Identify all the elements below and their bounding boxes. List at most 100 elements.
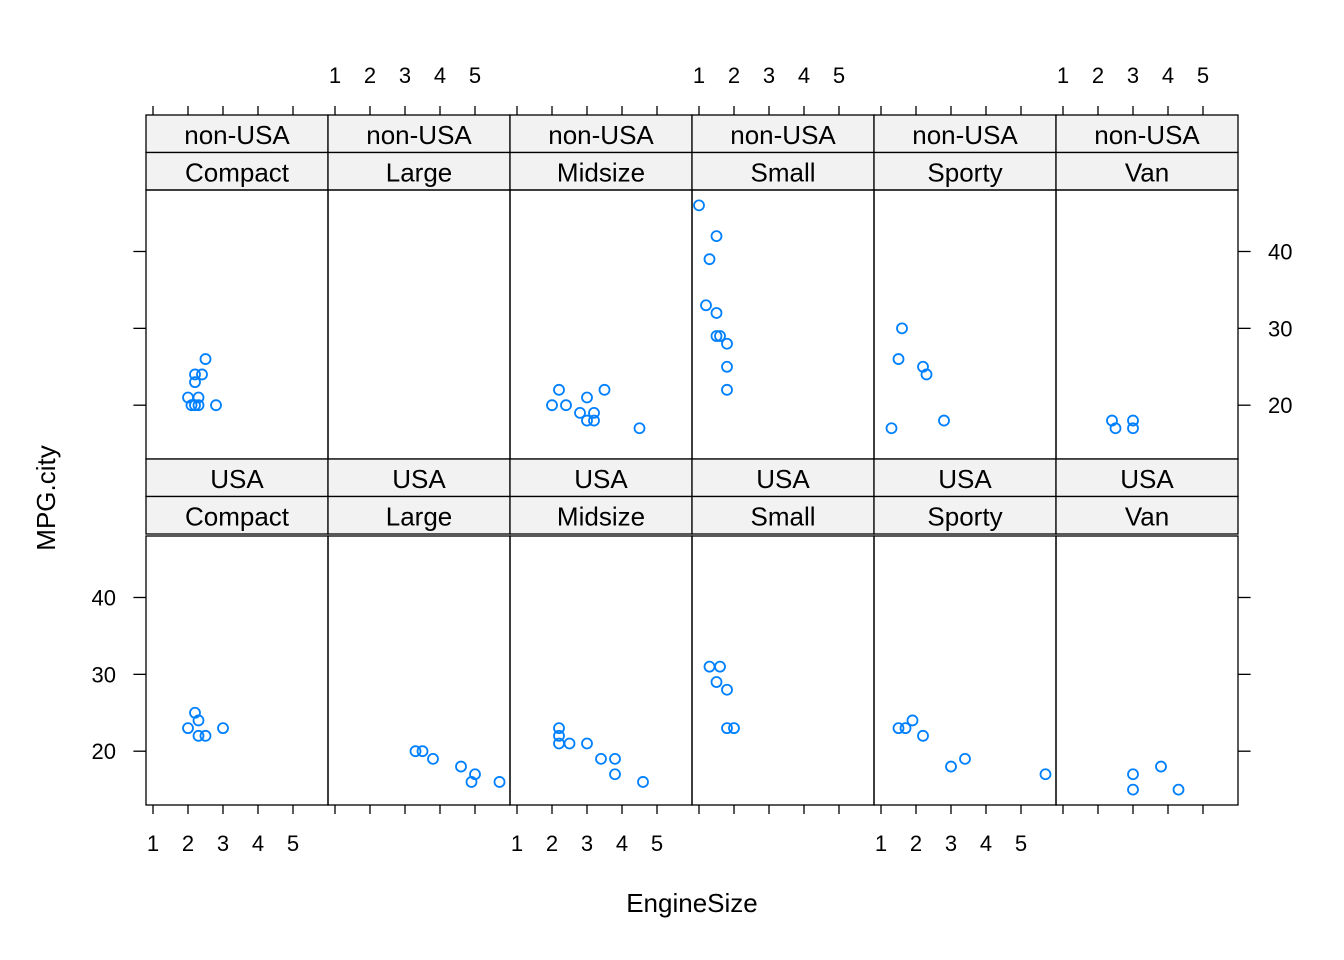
data-point — [906, 714, 919, 727]
strip-type-label: Large — [386, 502, 453, 532]
x-tick-label: 3 — [945, 831, 957, 856]
x-tick-label: 3 — [581, 831, 593, 856]
panel-non-usa-van: non-USA Van — [1055, 114, 1239, 460]
data-point — [469, 768, 481, 781]
x-tick-label: 4 — [1162, 63, 1174, 88]
x-tick-label: 2 — [182, 831, 194, 856]
data-point — [721, 337, 733, 350]
data-point — [427, 752, 439, 765]
data-point — [595, 752, 607, 765]
data-point — [1172, 783, 1185, 796]
strip-origin-label: non-USA — [730, 120, 836, 150]
y-tick-label: 40 — [92, 585, 116, 610]
data-point — [892, 353, 905, 365]
data-point — [693, 199, 705, 212]
data-point — [546, 399, 558, 412]
data-point — [199, 353, 212, 365]
strip-type-label: Sporty — [927, 502, 1002, 532]
x-tick-label: 5 — [1197, 63, 1209, 88]
x-tick-label: 5 — [833, 63, 845, 88]
data-point — [455, 760, 467, 773]
panel-usa-small: USA Small — [691, 458, 875, 806]
x-tick-label: 4 — [434, 63, 446, 88]
strip-type-label: Small — [750, 502, 815, 532]
strip-origin-label: USA — [1120, 464, 1174, 494]
data-point — [917, 729, 929, 742]
data-point — [192, 391, 205, 404]
x-tick-label: 1 — [147, 831, 159, 856]
data-point — [416, 745, 429, 758]
x-tick-label: 5 — [287, 831, 299, 856]
x-tick-label: 3 — [399, 63, 411, 88]
x-tick-label: 2 — [546, 831, 558, 856]
y-tick-label: 30 — [92, 662, 116, 687]
panel-frame — [873, 189, 1057, 460]
panel-usa-van: USA Van — [1055, 458, 1239, 806]
strip-type — [509, 151, 693, 191]
y-tick-label: 40 — [1268, 239, 1292, 264]
strip-type-label: Sporty — [927, 158, 1002, 188]
data-point — [560, 399, 572, 412]
data-point — [885, 422, 898, 435]
y-tick-label: 20 — [92, 739, 116, 764]
data-point — [563, 737, 576, 750]
data-point — [703, 253, 716, 266]
x-tick-label: 2 — [728, 63, 740, 88]
data-point — [553, 383, 565, 396]
data-point — [959, 752, 971, 765]
axes-layer: 1 2 3 4 51 2 3 4 51 2 3 4 51 2 3 4 51 2 3 4 51 2 3 4 52030402030… — [92, 63, 1293, 856]
data-point — [896, 322, 908, 335]
strip-origin-label: non-USA — [548, 120, 654, 150]
data-point — [581, 414, 593, 427]
x-tick-label: 2 — [1092, 63, 1104, 88]
strip-origin-label: non-USA — [184, 120, 290, 150]
data-point — [721, 722, 733, 735]
panel-usa-midsize: USA Midsize — [509, 458, 693, 806]
data-point — [182, 722, 194, 735]
data-point — [1127, 414, 1139, 427]
strip-type — [509, 495, 693, 535]
data-point — [609, 752, 621, 765]
y-axis-label: MPG.city — [31, 445, 61, 550]
strip-origin-label: non-USA — [912, 120, 1018, 150]
data-point — [633, 422, 646, 435]
data-point — [574, 406, 586, 419]
strip-type-label: Van — [1125, 158, 1169, 188]
data-point — [899, 722, 912, 735]
panel-non-usa-compact: non-USA Compact — [145, 114, 329, 460]
strip-origin-label: USA — [756, 464, 810, 494]
x-tick-label: 4 — [980, 831, 992, 856]
panel-grid: non-USA Compact non-USA Large non-USA Midsize… — [145, 114, 1239, 806]
data-point — [1039, 768, 1052, 781]
x-tick-label: 4 — [252, 831, 264, 856]
panel-frame — [327, 535, 511, 806]
data-point — [598, 383, 611, 396]
strip-type — [691, 495, 875, 535]
strip-origin-label: USA — [938, 464, 992, 494]
data-point — [189, 376, 201, 389]
strip-origin — [691, 458, 875, 498]
x-tick-label: 1 — [693, 63, 705, 88]
x-tick-label: 1 — [1057, 63, 1069, 88]
strip-origin — [1055, 114, 1239, 154]
panel-frame — [691, 189, 875, 460]
strip-type-label: Compact — [185, 158, 290, 188]
data-point — [192, 714, 205, 727]
panel-non-usa-large: non-USA Large — [327, 114, 511, 460]
strip-type-label: Midsize — [557, 158, 645, 188]
data-point — [185, 399, 198, 412]
x-tick-label: 3 — [217, 831, 229, 856]
data-point — [637, 776, 649, 788]
panel-frame — [145, 535, 329, 806]
x-tick-label: 1 — [511, 831, 523, 856]
panel-frame — [145, 189, 329, 460]
data-point — [710, 230, 723, 243]
data-point — [199, 729, 212, 742]
strip-type — [145, 495, 329, 535]
strip-origin — [145, 114, 329, 154]
strip-type — [327, 151, 511, 191]
data-point — [189, 368, 201, 381]
panel-usa-sporty: USA Sporty — [873, 458, 1057, 806]
data-point — [710, 330, 723, 342]
